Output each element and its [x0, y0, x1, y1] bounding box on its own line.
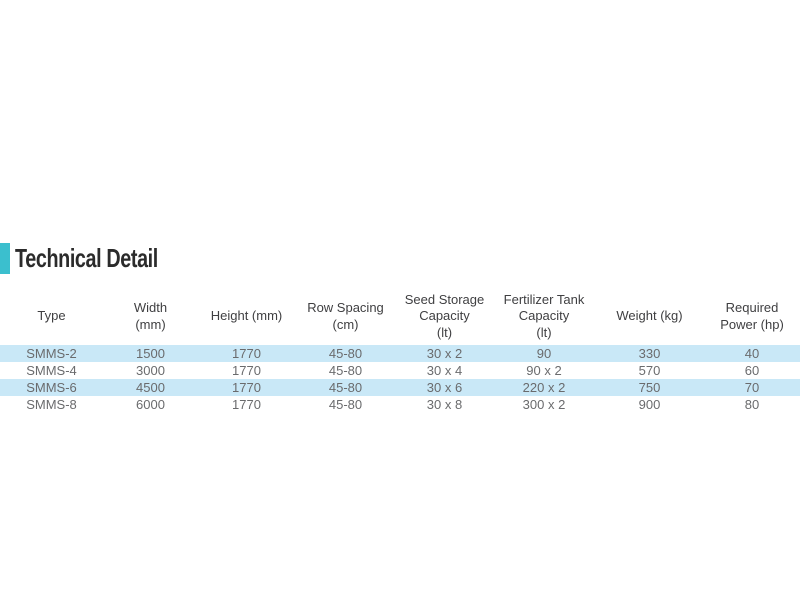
column-header-width: Width (mm)	[133, 300, 168, 332]
cell-width: 6000	[136, 397, 165, 412]
table-row-smms-6: SMMS-6 4500 1770 45-80 30 x 6 220 x 2 75…	[0, 379, 800, 396]
cell-weight: 900	[638, 397, 661, 412]
cell-required-power: 60	[744, 363, 760, 378]
cell-weight: 570	[638, 363, 661, 378]
cell-fertilizer-capacity: 300 x 2	[522, 397, 566, 412]
cell-fertilizer-capacity: 90	[536, 346, 552, 361]
column-header-type: Type	[37, 308, 66, 324]
cell-fertilizer-capacity: 90 x 2	[526, 363, 562, 378]
cell-height: 1770	[232, 346, 261, 361]
cell-type: SMMS-2	[26, 346, 77, 361]
cell-required-power: 70	[744, 380, 760, 395]
cell-row-spacing: 45-80	[328, 346, 363, 361]
section-header: Technical Detail	[0, 243, 203, 274]
column-header-row-spacing: Row Spacing (cm)	[307, 300, 384, 332]
cell-type: SMMS-8	[26, 397, 77, 412]
column-header-weight: Weight (kg)	[616, 308, 683, 324]
cell-height: 1770	[232, 380, 261, 395]
cell-height: 1770	[232, 397, 261, 412]
technical-detail-table: Type Width (mm) Height (mm) Row Spacing …	[0, 288, 800, 413]
cell-width: 1500	[136, 346, 165, 361]
cell-seed-capacity: 30 x 4	[426, 363, 463, 378]
cell-row-spacing: 45-80	[328, 380, 363, 395]
column-header-height: Height (mm)	[210, 308, 283, 324]
column-header-required-power: Required Power (hp)	[720, 300, 784, 332]
cell-weight: 330	[638, 346, 661, 361]
cell-seed-capacity: 30 x 2	[426, 346, 463, 361]
cell-required-power: 80	[744, 397, 760, 412]
table-row-smms-4: SMMS-4 3000 1770 45-80 30 x 4 90 x 2 570…	[0, 362, 800, 379]
page-title: Technical Detail	[15, 243, 158, 273]
column-header-seed-capacity: Seed Storage Capacity (lt)	[404, 292, 485, 340]
cell-type: SMMS-6	[26, 380, 77, 395]
column-header-fertilizer-capacity: Fertilizer Tank Capacity (lt)	[503, 292, 585, 340]
cell-row-spacing: 45-80	[328, 363, 363, 378]
table-header-row: Type Width (mm) Height (mm) Row Spacing …	[0, 288, 800, 345]
table-row-smms-8: SMMS-8 6000 1770 45-80 30 x 8 300 x 2 90…	[0, 396, 800, 413]
cell-type: SMMS-4	[26, 363, 77, 378]
table-row-smms-2: SMMS-2 1500 1770 45-80 30 x 2 90 330 40	[0, 345, 800, 362]
accent-bar	[0, 243, 10, 274]
cell-width: 4500	[136, 380, 165, 395]
cell-fertilizer-capacity: 220 x 2	[522, 380, 566, 395]
cell-weight: 750	[638, 380, 661, 395]
cell-seed-capacity: 30 x 8	[426, 397, 463, 412]
cell-seed-capacity: 30 x 6	[426, 380, 463, 395]
cell-height: 1770	[232, 363, 261, 378]
cell-width: 3000	[136, 363, 165, 378]
cell-row-spacing: 45-80	[328, 397, 363, 412]
cell-required-power: 40	[744, 346, 760, 361]
